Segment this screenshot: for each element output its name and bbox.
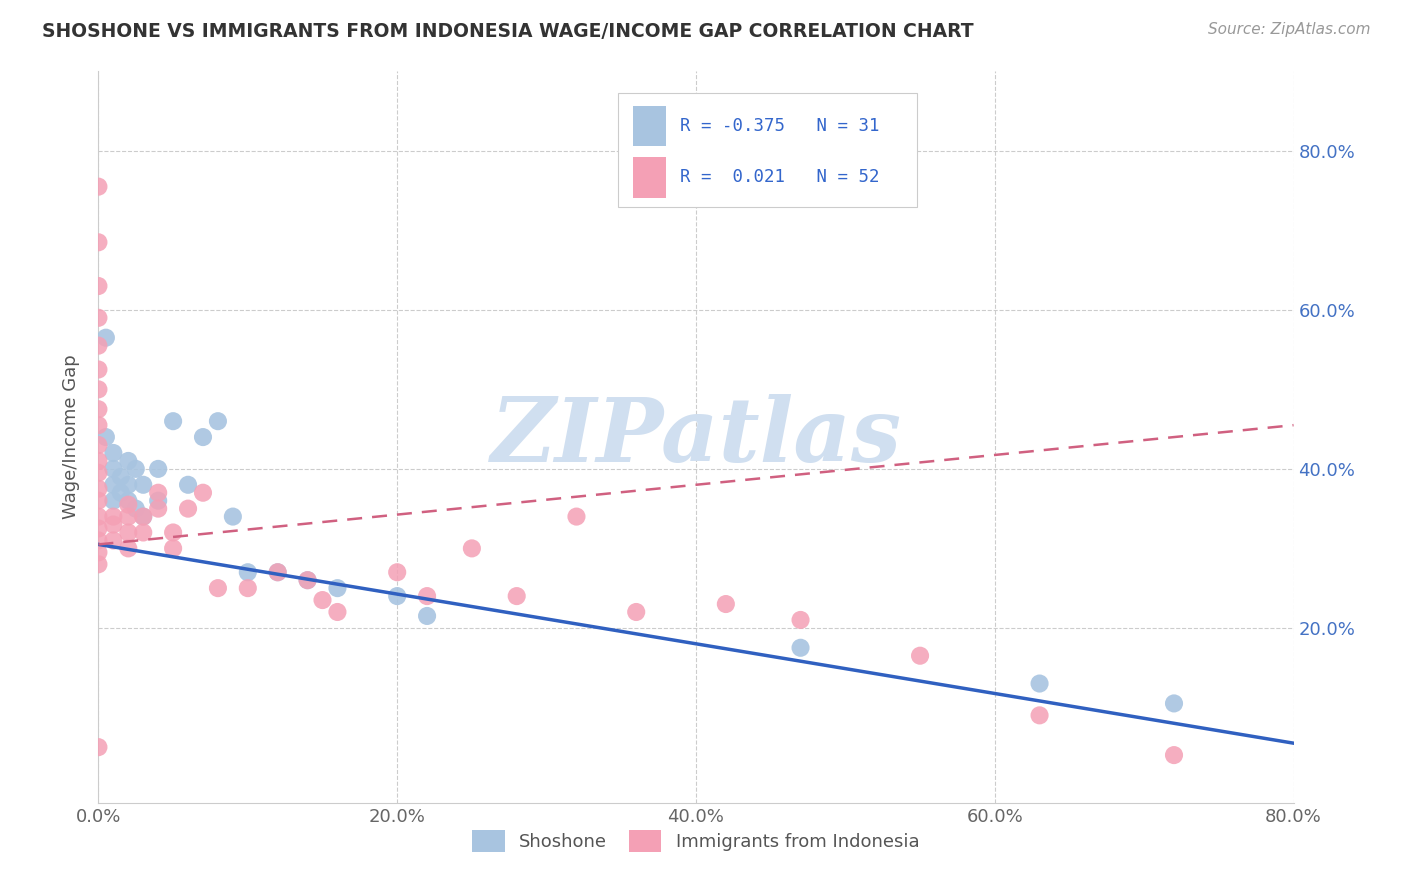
Point — [132, 509, 155, 524]
Point — [87, 521, 110, 535]
Point — [162, 541, 184, 556]
Point — [117, 541, 139, 556]
Point — [177, 501, 200, 516]
Point — [565, 509, 588, 524]
Point — [87, 383, 110, 397]
Point — [117, 493, 139, 508]
Point — [103, 477, 125, 491]
Point — [267, 566, 290, 580]
Point — [103, 493, 125, 508]
Point — [297, 573, 319, 587]
Point — [117, 498, 139, 512]
Point — [236, 581, 259, 595]
Point — [117, 525, 139, 540]
Text: Source: ZipAtlas.com: Source: ZipAtlas.com — [1208, 22, 1371, 37]
Text: ZIPatlas: ZIPatlas — [491, 394, 901, 480]
Point — [110, 485, 132, 500]
Point — [103, 533, 125, 548]
Point — [110, 470, 132, 484]
Point — [908, 648, 931, 663]
Point — [103, 462, 125, 476]
Point — [87, 362, 110, 376]
Point — [87, 466, 110, 480]
Point — [1028, 708, 1050, 723]
Point — [148, 485, 170, 500]
Point — [103, 517, 125, 532]
Point — [125, 462, 148, 476]
Point — [148, 493, 170, 508]
Point — [87, 545, 110, 559]
Point — [132, 477, 155, 491]
Point — [207, 414, 229, 428]
Point — [87, 533, 110, 548]
Point — [506, 589, 529, 603]
Point — [162, 525, 184, 540]
Point — [94, 331, 117, 345]
Point — [177, 477, 200, 491]
Point — [191, 430, 214, 444]
Point — [87, 235, 110, 250]
Point — [117, 509, 139, 524]
Point — [87, 179, 110, 194]
Point — [326, 581, 349, 595]
Point — [87, 509, 110, 524]
Point — [789, 613, 811, 627]
Point — [162, 414, 184, 428]
Legend: Shoshone, Immigrants from Indonesia: Shoshone, Immigrants from Indonesia — [465, 823, 927, 860]
Text: R =  0.021   N = 52: R = 0.021 N = 52 — [681, 169, 880, 186]
Point — [132, 525, 155, 540]
Point — [385, 589, 409, 603]
Point — [326, 605, 349, 619]
Point — [1028, 676, 1050, 690]
Point — [87, 418, 110, 433]
Point — [1163, 697, 1185, 711]
Point — [87, 279, 110, 293]
Point — [87, 454, 110, 468]
Point — [87, 558, 110, 572]
Point — [1163, 748, 1185, 763]
Point — [87, 310, 110, 325]
Point — [132, 509, 155, 524]
Point — [87, 438, 110, 452]
Point — [87, 740, 110, 755]
Bar — [633, 157, 666, 197]
Point — [789, 640, 811, 655]
Text: R = -0.375   N = 31: R = -0.375 N = 31 — [681, 117, 880, 136]
Point — [87, 338, 110, 352]
Point — [311, 593, 333, 607]
Point — [94, 430, 117, 444]
Point — [103, 509, 125, 524]
Point — [236, 566, 259, 580]
Point — [207, 581, 229, 595]
Point — [714, 597, 737, 611]
Point — [416, 589, 439, 603]
Y-axis label: Wage/Income Gap: Wage/Income Gap — [62, 355, 80, 519]
Point — [385, 566, 409, 580]
Point — [117, 454, 139, 468]
Point — [117, 477, 139, 491]
Point — [87, 402, 110, 417]
Point — [626, 605, 648, 619]
Point — [125, 501, 148, 516]
Point — [103, 446, 125, 460]
Point — [87, 493, 110, 508]
Point — [416, 609, 439, 624]
Point — [148, 462, 170, 476]
Text: SHOSHONE VS IMMIGRANTS FROM INDONESIA WAGE/INCOME GAP CORRELATION CHART: SHOSHONE VS IMMIGRANTS FROM INDONESIA WA… — [42, 22, 974, 41]
Point — [191, 485, 214, 500]
Point — [267, 566, 290, 580]
Point — [148, 501, 170, 516]
Point — [87, 482, 110, 496]
Point — [461, 541, 484, 556]
Point — [297, 573, 319, 587]
FancyBboxPatch shape — [619, 94, 917, 207]
Bar — [633, 106, 666, 146]
Point — [222, 509, 245, 524]
